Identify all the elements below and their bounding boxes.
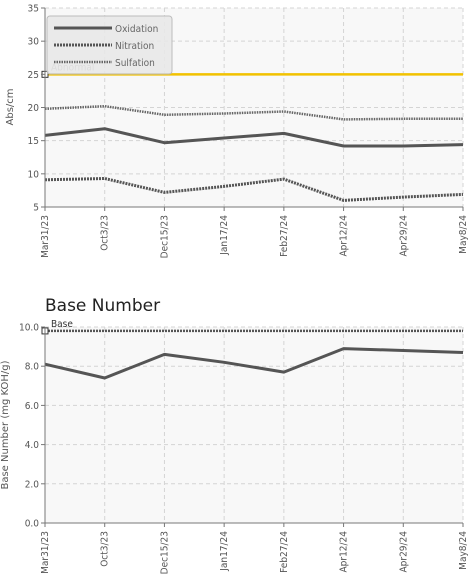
x-tick-label: Oct3/23 — [100, 531, 111, 567]
chart-title: Base Number — [45, 296, 160, 316]
nitration-series-line — [44, 177, 464, 202]
series-lines — [44, 347, 464, 380]
series-lines — [44, 104, 464, 202]
x-ticks: Mar31/23 Oct3/23 Dec15/23 Jan17/24 Feb27/24 A… — [40, 523, 469, 574]
x-tick-label: Mar31/23 — [40, 215, 51, 258]
y-tick-label: 5 — [33, 203, 39, 214]
y-ticks: 0.0 2.0 4.0 6.0 8.0 10.0 — [19, 323, 45, 530]
base-number-chart: Base Number Base 0.0 2.0 4.0 6.0 8.0 10.0 Mar… — [0, 296, 469, 574]
y-tick-label: 35 — [28, 4, 39, 15]
axes — [44, 327, 463, 524]
y-tick-label: 8.0 — [25, 362, 40, 373]
x-tick-label: Mar31/23 — [40, 531, 51, 574]
legend: Oxidation Nitration Sulfation — [46, 15, 173, 75]
reference-label: Base — [51, 319, 73, 330]
x-tick-label: Apr29/24 — [398, 215, 409, 257]
x-tick-label: Feb27/24 — [279, 215, 290, 257]
x-tick-label: Dec15/23 — [159, 215, 170, 258]
y-tick-label: 4.0 — [25, 440, 40, 451]
x-tick-label: Apr12/24 — [339, 531, 350, 573]
grid — [45, 326, 464, 523]
x-tick-label: Dec15/23 — [159, 531, 170, 574]
y-axis-title: Base Number (mg KOH/g) — [0, 360, 11, 489]
x-tick-label: Feb27/24 — [279, 531, 290, 573]
y-axis-title: Abs/cm — [5, 88, 16, 125]
x-tick-label: Oct3/23 — [100, 215, 111, 251]
y-ticks: 5 10 15 20 25 30 35 — [28, 4, 45, 214]
y-tick-label: 10 — [28, 169, 40, 180]
y-tick-label: 2.0 — [25, 479, 40, 490]
y-tick-label: 15 — [28, 136, 39, 147]
y-tick-label: 0.0 — [25, 519, 40, 530]
x-tick-label: May8/24 — [458, 531, 469, 570]
x-tick-label: Jan17/24 — [219, 531, 230, 572]
reference-lines: Base — [41, 319, 463, 335]
y-tick-label: 30 — [28, 37, 40, 48]
oxidation-series-line — [44, 127, 464, 148]
x-tick-label: Jan17/24 — [219, 215, 230, 256]
grid — [45, 7, 464, 207]
y-tick-label: 6.0 — [25, 401, 40, 412]
x-tick-label: Apr12/24 — [339, 215, 350, 257]
x-tick-label: Apr29/24 — [398, 531, 409, 573]
nitration-legend-label: Nitration — [115, 41, 154, 52]
sulfation-legend-label: Sulfation — [115, 58, 155, 69]
y-tick-label: 20 — [28, 103, 40, 114]
base-number-series-line — [44, 347, 464, 380]
oxidation-legend-label: Oxidation — [115, 24, 158, 35]
x-ticks: Mar31/23 Oct3/23 Dec15/23 Jan17/24 Feb27/24 A… — [40, 207, 469, 258]
plot-area — [45, 327, 463, 523]
y-tick-label: 10.0 — [19, 323, 39, 334]
x-tick-label: May8/24 — [458, 215, 469, 254]
y-tick-label: 25 — [28, 70, 39, 81]
